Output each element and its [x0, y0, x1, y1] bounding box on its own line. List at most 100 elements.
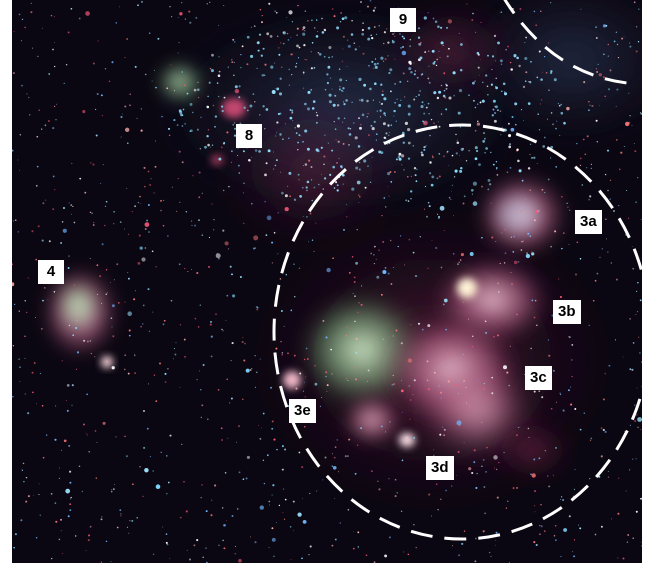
star [197, 326, 200, 328]
star [232, 123, 235, 126]
star [365, 554, 368, 557]
star [491, 55, 495, 58]
star [359, 99, 361, 101]
star [482, 388, 486, 391]
star [558, 278, 560, 280]
star [182, 108, 185, 111]
star [76, 351, 80, 354]
star [167, 481, 170, 484]
star [491, 236, 494, 239]
star [572, 551, 574, 553]
star [241, 340, 244, 344]
star [425, 145, 427, 147]
star [254, 355, 256, 357]
star [279, 278, 282, 280]
star [233, 127, 237, 130]
star [431, 515, 433, 517]
star [540, 503, 542, 506]
star [474, 106, 477, 109]
star [530, 473, 532, 476]
star [502, 365, 508, 370]
star [120, 115, 123, 119]
star [300, 135, 302, 137]
star [89, 525, 92, 528]
star [238, 558, 242, 563]
star [516, 148, 519, 151]
star [511, 283, 513, 285]
star [528, 436, 530, 438]
star [384, 58, 387, 61]
star [401, 131, 405, 135]
star [342, 183, 344, 185]
star [308, 553, 310, 556]
star [480, 21, 482, 23]
star [292, 120, 294, 122]
star [607, 88, 611, 91]
star [428, 65, 430, 67]
star [279, 171, 281, 173]
star [476, 472, 478, 475]
star [454, 169, 458, 173]
star [331, 373, 333, 375]
star [456, 141, 460, 144]
star [544, 450, 546, 452]
star [296, 34, 298, 36]
star [282, 42, 285, 45]
star [190, 268, 193, 271]
star [541, 396, 544, 399]
star [119, 509, 122, 512]
star [588, 199, 590, 201]
star [207, 143, 210, 147]
star [566, 202, 568, 204]
star [507, 134, 512, 138]
star [136, 117, 138, 120]
star [281, 468, 284, 471]
star [490, 202, 492, 204]
star [246, 35, 250, 39]
star [586, 167, 588, 169]
star [124, 105, 127, 108]
star [535, 24, 538, 27]
star [507, 45, 509, 48]
star [106, 292, 108, 294]
star [635, 290, 638, 293]
star [576, 241, 579, 244]
star [357, 546, 360, 548]
star [500, 63, 503, 65]
star [160, 451, 162, 454]
star [609, 69, 612, 72]
star [516, 486, 519, 489]
star [413, 379, 416, 382]
star [353, 531, 355, 533]
star [178, 42, 180, 44]
star [115, 22, 118, 24]
star [432, 449, 434, 451]
star [185, 510, 188, 513]
star [247, 109, 249, 112]
star [471, 471, 474, 475]
star [134, 290, 136, 292]
star [369, 87, 372, 91]
star [529, 81, 532, 84]
star [376, 110, 378, 112]
star [75, 326, 78, 330]
star [115, 436, 117, 438]
star [484, 320, 487, 323]
star [373, 82, 377, 86]
star [67, 267, 70, 269]
star [206, 418, 209, 421]
star [389, 171, 392, 173]
star [304, 426, 306, 428]
star [384, 266, 387, 269]
star [261, 427, 263, 429]
star [453, 94, 455, 97]
star [405, 199, 408, 202]
star [550, 2, 552, 4]
star [197, 96, 200, 99]
star [52, 208, 55, 210]
star [252, 93, 255, 96]
star [281, 445, 284, 448]
star [37, 225, 40, 228]
star [516, 56, 519, 60]
star [491, 114, 495, 117]
